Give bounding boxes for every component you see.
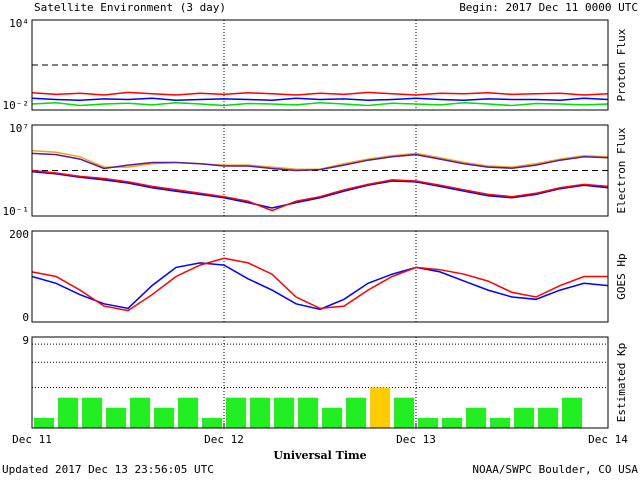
bar	[322, 407, 342, 428]
y-tick-label: 10⁴	[9, 17, 29, 30]
y-tick-label: 0	[22, 311, 29, 324]
y-axis-label: Estimated Kp	[615, 343, 628, 422]
series-line	[31, 257, 608, 312]
series-line	[31, 170, 609, 209]
bar	[370, 387, 390, 428]
y-axis-label: GOES Hp	[615, 253, 628, 299]
series-line	[31, 169, 609, 212]
y-tick-label: 9	[22, 334, 29, 347]
bar	[106, 407, 126, 428]
bar	[490, 417, 510, 428]
bar	[82, 397, 102, 428]
credit: NOAA/SWPC Boulder, CO USA	[472, 463, 638, 476]
bar	[418, 417, 438, 428]
bar	[394, 397, 414, 428]
title: Satellite Environment (3 day)	[34, 1, 226, 14]
bar	[562, 397, 582, 428]
begin: Begin: 2017 Dec 11 0000 UTC	[459, 1, 638, 14]
plot-frame	[31, 230, 609, 323]
x-tick-label: Dec 12	[204, 433, 244, 446]
bar	[466, 407, 486, 428]
x-tick-label: Dec 14	[588, 433, 628, 446]
x-tick-label: Dec 13	[396, 433, 436, 446]
bar	[34, 417, 54, 428]
y-tick-label: 10⁻¹	[3, 205, 30, 218]
series-line	[31, 102, 609, 107]
bar	[514, 407, 534, 428]
bar	[130, 397, 150, 428]
y-tick-label: 10⁻²	[3, 99, 30, 112]
bar	[274, 397, 294, 428]
bar	[442, 417, 462, 428]
bar	[346, 397, 366, 428]
series-line	[31, 262, 609, 311]
bar	[178, 397, 198, 428]
y-axis-label: Proton Flux	[615, 28, 628, 101]
y-tick-label: 200	[9, 228, 29, 241]
x-axis-label: Universal Time	[273, 449, 366, 462]
bar	[298, 397, 318, 428]
bar	[154, 407, 174, 428]
series-line	[31, 97, 609, 101]
bar	[538, 407, 558, 428]
plot-frame	[31, 124, 609, 217]
y-tick-label: 10⁷	[9, 122, 29, 135]
x-tick-label: Dec 11	[12, 433, 52, 446]
bar	[226, 397, 246, 428]
plot-frame	[31, 336, 609, 429]
y-axis-label: Electron Flux	[615, 127, 628, 213]
bar	[58, 397, 78, 428]
bar	[202, 417, 222, 428]
updated: Updated 2017 Dec 13 23:56:05 UTC	[2, 463, 214, 476]
plot-frame	[31, 19, 609, 111]
bar	[250, 397, 270, 428]
series-line	[31, 152, 609, 172]
series-line	[31, 91, 609, 96]
